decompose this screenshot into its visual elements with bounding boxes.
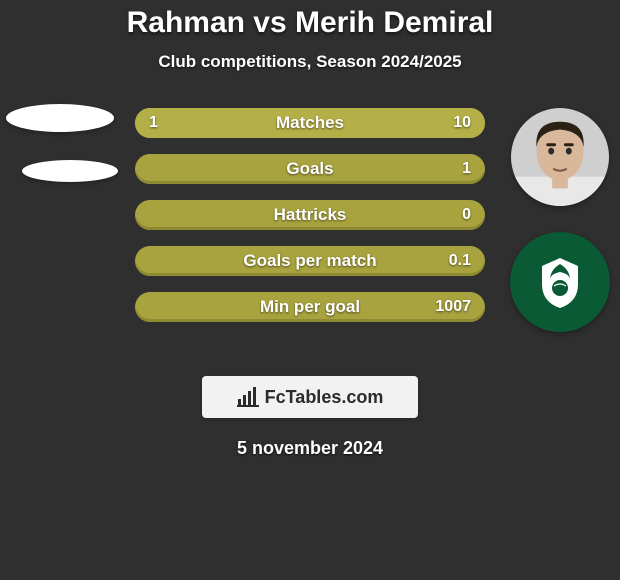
stat-label: Hattricks (135, 200, 485, 230)
stat-value-right: 0 (462, 200, 471, 230)
stat-value-right: 1 (462, 154, 471, 184)
right-player-column (500, 108, 620, 332)
comparison-card: Rahman vs Merih Demiral Club competition… (0, 0, 620, 580)
brow-right (564, 143, 574, 146)
left-player-photo-placeholder (6, 104, 114, 132)
page-title: Rahman vs Merih Demiral (0, 0, 620, 40)
barchart-icon (237, 387, 259, 407)
stat-label: Min per goal (135, 292, 485, 322)
subtitle: Club competitions, Season 2024/2025 (0, 52, 620, 72)
neck (552, 177, 568, 189)
stat-label: Matches (135, 108, 485, 138)
player-face-icon (511, 108, 609, 206)
left-player-column (0, 108, 120, 182)
stat-value-right: 0.1 (449, 246, 471, 276)
eye-right (566, 148, 572, 155)
branding-text: FcTables.com (265, 387, 384, 408)
eye-left (548, 148, 554, 155)
stat-row: Goals1 (135, 154, 485, 184)
stat-bars: Matches110Goals1Hattricks0Goals per matc… (135, 108, 485, 338)
stat-value-right: 1007 (435, 292, 471, 322)
left-club-logo-placeholder (22, 160, 118, 182)
club-crest-icon (530, 252, 590, 312)
stat-value-right: 10 (453, 108, 471, 138)
right-player-photo (511, 108, 609, 206)
stat-row: Goals per match0.1 (135, 246, 485, 276)
stat-label: Goals per match (135, 246, 485, 276)
right-club-logo (510, 232, 610, 332)
stat-value-left: 1 (149, 108, 158, 138)
stat-row: Matches1 10 (135, 108, 485, 138)
stat-row: Hattricks0 (135, 200, 485, 230)
stat-row: Min per goal1007 (135, 292, 485, 322)
content-area: Matches110Goals1Hattricks0Goals per matc… (0, 108, 620, 368)
date-text: 5 november 2024 (0, 438, 620, 459)
branding-banner: FcTables.com (202, 376, 418, 418)
brow-left (546, 143, 556, 146)
stat-label: Goals (135, 154, 485, 184)
